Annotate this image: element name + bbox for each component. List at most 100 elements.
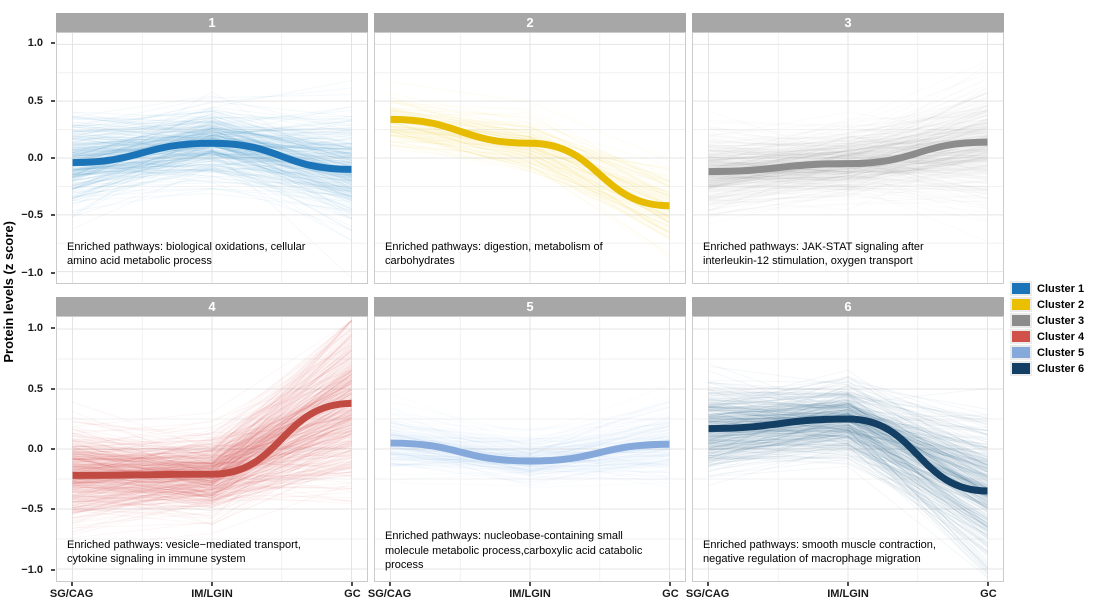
facet-strip: 5	[374, 297, 686, 316]
legend-swatch-icon	[1012, 347, 1030, 358]
x-tick-label: GC	[662, 588, 679, 600]
x-tick-label: IM/LGIN	[509, 588, 551, 600]
enriched-pathways-annotation: Enriched pathways: digestion, metabolism…	[385, 240, 603, 268]
cluster-2-mean-trend-line	[390, 115, 670, 210]
facet-strip: 2	[374, 13, 686, 32]
facet-grid: 1.0 0.5 0.0 −0.5 −1.0 1.0 0.5 0.0 −0.5 −1.0 1 Enric…	[0, 13, 1104, 604]
x-tick-mark	[706, 582, 709, 586]
y-tick-label: 1.0	[27, 322, 43, 335]
x-axis-col-1: SG/CAG IM/LGIN GC	[50, 582, 368, 604]
y-tick-mark	[51, 42, 55, 45]
facet-strip-label: 5	[526, 299, 534, 314]
legend-item-label: Cluster 3	[1037, 314, 1085, 327]
cluster-6-line-chart	[693, 317, 1003, 581]
legend-item-cluster-1: Cluster 1	[1010, 281, 1104, 297]
cluster-4-mean-trend-line	[72, 399, 352, 479]
legend-item-label: Cluster 5	[1037, 346, 1085, 359]
facet-plot: Enriched pathways: biological oxidations…	[56, 32, 368, 284]
x-tick-label: SG/CAG	[367, 588, 412, 600]
x-tick-mark	[987, 582, 990, 586]
y-tick-label: −0.5	[21, 503, 43, 516]
legend-item-cluster-2: Cluster 2	[1010, 297, 1104, 313]
legend-item-label: Cluster 2	[1037, 298, 1085, 311]
facet-panel-4: 4 Enriched pathways: vesicle−mediated tra…	[56, 297, 368, 582]
enriched-pathways-annotation: Enriched pathways: nucleobase-containing…	[385, 530, 643, 572]
cluster-2-line-chart	[375, 33, 685, 283]
y-tick-mark	[51, 387, 55, 390]
legend-swatch-icon	[1012, 315, 1030, 326]
facet-strip: 4	[56, 297, 368, 316]
facet-plot: Enriched pathways: vesicle−mediated tran…	[56, 316, 368, 582]
legend-swatch-icon	[1012, 299, 1030, 310]
facet-strip: 3	[692, 13, 1004, 32]
y-tick-label: 0.5	[27, 382, 43, 395]
cluster-5-mean-trend-line	[390, 439, 670, 465]
enriched-pathways-annotation: Enriched pathways: JAK-STAT signaling af…	[703, 240, 924, 268]
legend-item-cluster-3: Cluster 3	[1010, 313, 1104, 329]
y-tick-label: 0.0	[27, 152, 43, 164]
facet-plot: Enriched pathways: smooth muscle contrac…	[692, 316, 1004, 582]
cluster-4-line-chart	[57, 317, 367, 581]
x-tick-mark	[529, 582, 531, 586]
facet-panel-1: 1 Enriched pathways: biological oxidation…	[56, 13, 368, 284]
legend-item-cluster-4: Cluster 4	[1010, 329, 1104, 345]
x-tick-label: GC	[980, 588, 997, 600]
cluster-1-mean-trend-line	[72, 139, 352, 173]
legend-item-cluster-5: Cluster 5	[1010, 345, 1104, 361]
legend-swatch-icon	[1012, 331, 1030, 342]
y-tick-label: 1.0	[27, 37, 43, 50]
facet-panel-6: 6 Enriched pathways: smooth muscle contra…	[692, 297, 1004, 582]
y-axis-row-1: 1.0 0.5 0.0 −0.5 −1.0	[0, 13, 55, 284]
enriched-pathways-annotation: Enriched pathways: vesicle−mediated tran…	[67, 538, 301, 566]
cluster-5-line-chart	[375, 317, 685, 581]
cluster-legend: Cluster 1 Cluster 2 Cluster 3 Cluster 4 Clus…	[1010, 281, 1104, 377]
legend-swatch-icon	[1012, 283, 1030, 294]
facet-strip-label: 6	[844, 299, 852, 314]
legend-key	[1010, 329, 1032, 344]
x-tick-label: IM/LGIN	[191, 588, 233, 600]
y-tick-label: −0.5	[21, 209, 43, 222]
cluster-3-mean-trend-line	[708, 138, 988, 176]
facet-plot: Enriched pathways: JAK-STAT signaling af…	[692, 32, 1004, 284]
x-tick-label: SG/CAG	[685, 588, 730, 600]
x-tick-mark	[388, 582, 391, 586]
legend-key	[1010, 281, 1032, 296]
cluster-1-line-chart	[57, 33, 367, 283]
legend-key	[1010, 361, 1032, 376]
y-tick-mark	[51, 214, 55, 217]
x-tick-label: IM/LGIN	[827, 588, 869, 600]
legend-item-label: Cluster 6	[1037, 362, 1085, 375]
y-tick-mark	[51, 508, 55, 511]
facet-panel-2: 2 Enriched pathways: digestion, metabolis…	[374, 13, 686, 284]
x-tick-mark	[211, 582, 213, 586]
legend-key	[1010, 297, 1032, 312]
legend-item-cluster-6: Cluster 6	[1010, 361, 1104, 377]
y-tick-mark	[51, 448, 55, 450]
cluster-3-line-chart	[693, 33, 1003, 283]
y-tick-label: −1.0	[21, 266, 43, 279]
legend-item-label: Cluster 4	[1037, 330, 1085, 343]
y-tick-mark	[51, 157, 55, 159]
legend-swatch-icon	[1012, 363, 1030, 374]
y-tick-mark	[51, 327, 55, 330]
x-tick-label: GC	[344, 588, 361, 600]
x-tick-label: SG/CAG	[49, 588, 94, 600]
facet-strip: 1	[56, 13, 368, 32]
x-axis-col-2: SG/CAG IM/LGIN GC	[368, 582, 686, 604]
facet-strip: 6	[692, 297, 1004, 316]
legend-key	[1010, 313, 1032, 328]
facet-strip-label: 3	[844, 15, 852, 30]
enriched-pathways-annotation: Enriched pathways: biological oxidations…	[67, 240, 306, 268]
x-axis-col-3: SG/CAG IM/LGIN GC	[686, 582, 1004, 604]
facet-strip-label: 2	[526, 15, 534, 30]
facet-panel-3: 3 Enriched pathways: JAK-STAT signaling a…	[692, 13, 1004, 284]
y-tick-label: −1.0	[21, 563, 43, 576]
x-tick-mark	[351, 582, 354, 586]
facet-panel-5: 5 Enriched pathways: nucleobase-containin…	[374, 297, 686, 582]
facet-strip-label: 4	[208, 299, 216, 314]
enriched-pathways-annotation: Enriched pathways: smooth muscle contrac…	[703, 538, 936, 566]
facet-plot: Enriched pathways: digestion, metabolism…	[374, 32, 686, 284]
y-tick-mark	[51, 568, 55, 571]
x-tick-mark	[70, 582, 73, 586]
